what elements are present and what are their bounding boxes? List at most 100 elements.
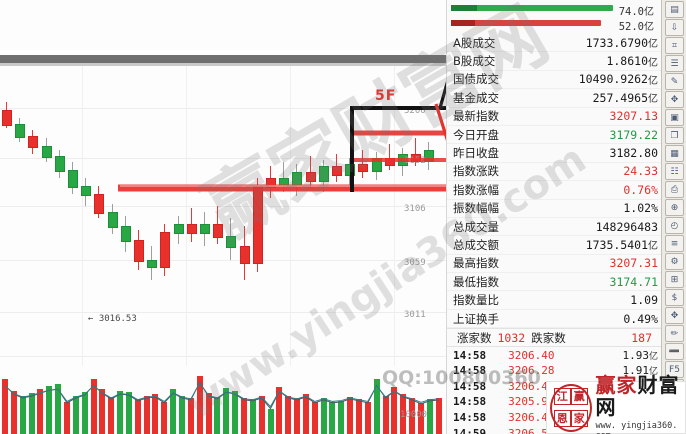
tick-row[interactable]: 14:58 3206.40 1.93 亿 bbox=[447, 347, 662, 363]
quote-row[interactable]: A股成交 1733.6790 亿 bbox=[447, 34, 662, 53]
quote-row[interactable]: 指数涨幅 0.76% bbox=[447, 181, 662, 200]
minus-icon[interactable]: ➖ bbox=[665, 343, 684, 360]
gridline-h-5 bbox=[0, 356, 446, 357]
quote-row-label: 总成交量 bbox=[453, 219, 499, 234]
quote-row[interactable]: B股成交 1.8610 亿 bbox=[447, 52, 662, 71]
volume-bar bbox=[170, 389, 177, 434]
print-icon[interactable]: ⎙ bbox=[665, 181, 684, 198]
quote-row-label: 今日开盘 bbox=[453, 127, 499, 142]
folder-icon[interactable]: ❐ bbox=[665, 127, 684, 144]
quote-row-unit: 亿 bbox=[648, 94, 658, 106]
settings-icon[interactable]: ⚙ bbox=[665, 253, 684, 270]
quote-row[interactable]: 指数涨跌 24.33 bbox=[447, 163, 662, 182]
tick-time: 14:58 bbox=[453, 348, 487, 362]
quote-row-value: 3179.22 bbox=[609, 127, 658, 142]
annotation-5f: 5F bbox=[375, 88, 397, 104]
quote-row-label: 基金成交 bbox=[453, 90, 499, 105]
quote-row[interactable]: 最低指数 3174.71 bbox=[447, 273, 662, 292]
volume-bar bbox=[409, 398, 416, 434]
gridline-h-0 bbox=[0, 108, 446, 109]
dollar-icon[interactable]: $ bbox=[665, 289, 684, 306]
window-icon[interactable]: ▦ bbox=[665, 145, 684, 162]
brand-url: www. yingjia360. com bbox=[595, 421, 678, 434]
volume-bar bbox=[417, 403, 424, 434]
gridline-v-3 bbox=[394, 66, 395, 366]
volume-bar bbox=[267, 409, 274, 434]
tick-price: 3206.28 bbox=[508, 364, 555, 378]
quote-row-value: 257.4965 bbox=[592, 90, 648, 105]
clock-icon[interactable]: ◴ bbox=[665, 217, 684, 234]
quote-row[interactable]: 振数幅幅 1.02% bbox=[447, 200, 662, 218]
quote-row-unit: 亿 bbox=[648, 241, 658, 253]
crosshair-icon[interactable]: ✥ bbox=[665, 307, 684, 324]
quote-row[interactable]: 最新指数 3207.13 bbox=[447, 108, 662, 126]
gridline-v-0 bbox=[82, 66, 83, 366]
tool-rail[interactable]: ▤⇩⌗☰✎✥▣❐▦☷⎙⊕◴≡⚙⊞$✥✏➖F5✓ℹ bbox=[661, 0, 686, 434]
gridline-h-2 bbox=[0, 206, 446, 207]
volume-bar bbox=[10, 390, 17, 434]
quote-row-label: 上证换手 bbox=[453, 311, 499, 326]
quote-panel[interactable]: 74.0亿 52.0亿 A股成交 1733.6790 亿 B股成交 1.8610 亿国债成… bbox=[446, 0, 662, 434]
volume-bar bbox=[81, 391, 88, 434]
quote-row[interactable]: 国债成交 10490.9262 亿 bbox=[447, 71, 662, 90]
tick-volume: 1.93 bbox=[622, 348, 649, 362]
price-tick-3: 3059 bbox=[404, 258, 426, 268]
low-price-marker: ← 3016.53 bbox=[88, 314, 137, 324]
seal-char-3: 家 bbox=[570, 410, 588, 427]
candlestick-chart[interactable]: 3200 3152 3106 3059 3011 ← 3016.53 bbox=[0, 66, 446, 366]
quote-row-value: 10490.9262 bbox=[578, 72, 648, 87]
volume-bar bbox=[311, 401, 318, 434]
f5-icon[interactable]: F5 bbox=[665, 361, 684, 378]
quote-row[interactable]: 昨日收盘 3182.80 bbox=[447, 144, 662, 163]
camera-icon[interactable]: ▣ bbox=[665, 109, 684, 126]
quote-row[interactable]: 最高指数 3207.31 bbox=[447, 255, 662, 274]
volume-bar bbox=[19, 395, 26, 434]
tick-price: 3205.94 bbox=[508, 395, 555, 409]
edit-icon[interactable]: ✎ bbox=[665, 73, 684, 90]
quote-row[interactable]: 上证换手 0.49% bbox=[447, 310, 662, 329]
volume-bar bbox=[347, 396, 354, 434]
grid-icon[interactable]: ⌗ bbox=[665, 37, 684, 54]
network-icon[interactable]: ⊞ bbox=[665, 271, 684, 288]
toolbar-divider bbox=[0, 55, 446, 63]
quote-row-unit: 亿 bbox=[648, 75, 658, 87]
tick-row[interactable]: 14:58 3206.28 1.91 亿 bbox=[447, 363, 662, 379]
quote-row[interactable]: 基金成交 257.4965 亿 bbox=[447, 89, 662, 108]
tick-volume-unit: 亿 bbox=[648, 367, 658, 378]
inflow-bar bbox=[451, 5, 613, 11]
tick-time: 14:58 bbox=[453, 379, 487, 393]
globe-icon[interactable]: ⊕ bbox=[665, 199, 684, 216]
tick-time: 14:58 bbox=[453, 364, 487, 378]
quote-row[interactable]: 指数量比 1.09 bbox=[447, 291, 662, 310]
volume-bar bbox=[426, 399, 433, 434]
pencil-icon[interactable]: ✏ bbox=[665, 325, 684, 342]
volume-moving-average bbox=[4, 381, 439, 410]
move-icon[interactable]: ✥ bbox=[665, 91, 684, 108]
quote-row-label: 振数幅幅 bbox=[453, 201, 499, 216]
tick-volume: 1.91 bbox=[622, 364, 649, 378]
bar-chart-icon[interactable]: ☰ bbox=[665, 55, 684, 72]
quote-row-value: 3174.71 bbox=[609, 274, 658, 289]
list-icon[interactable]: ≡ bbox=[665, 235, 684, 252]
volume-chart[interactable]: 10000 bbox=[0, 366, 446, 434]
volume-tick: 10000 bbox=[400, 410, 428, 420]
quote-row-value: 0.49% bbox=[623, 311, 658, 326]
volume-bar bbox=[320, 398, 327, 434]
quote-row[interactable]: 今日开盘 3179.22 bbox=[447, 126, 662, 145]
quote-row[interactable]: 总成交额 1735.5401 亿 bbox=[447, 236, 662, 255]
volume-bar bbox=[28, 393, 35, 434]
advancers-label: 涨家数 bbox=[457, 330, 492, 345]
quote-row[interactable]: 总成交量 148296483 bbox=[447, 218, 662, 237]
download-icon[interactable]: ⇩ bbox=[665, 19, 684, 36]
pin-icon[interactable]: ▤ bbox=[665, 1, 684, 18]
volume-bar bbox=[37, 389, 44, 434]
quote-row-label: 指数涨幅 bbox=[453, 182, 499, 197]
volume-bar bbox=[63, 401, 70, 434]
calendar-icon[interactable]: ☷ bbox=[665, 163, 684, 180]
seal-icon: 江 赢 恩 家 bbox=[550, 383, 592, 432]
outflow-bar-row: 52.0亿 bbox=[447, 18, 662, 34]
quote-row-value: 1735.5401 bbox=[585, 237, 648, 252]
gridline-h-4 bbox=[0, 312, 446, 313]
quote-row-label: 最新指数 bbox=[453, 109, 499, 124]
